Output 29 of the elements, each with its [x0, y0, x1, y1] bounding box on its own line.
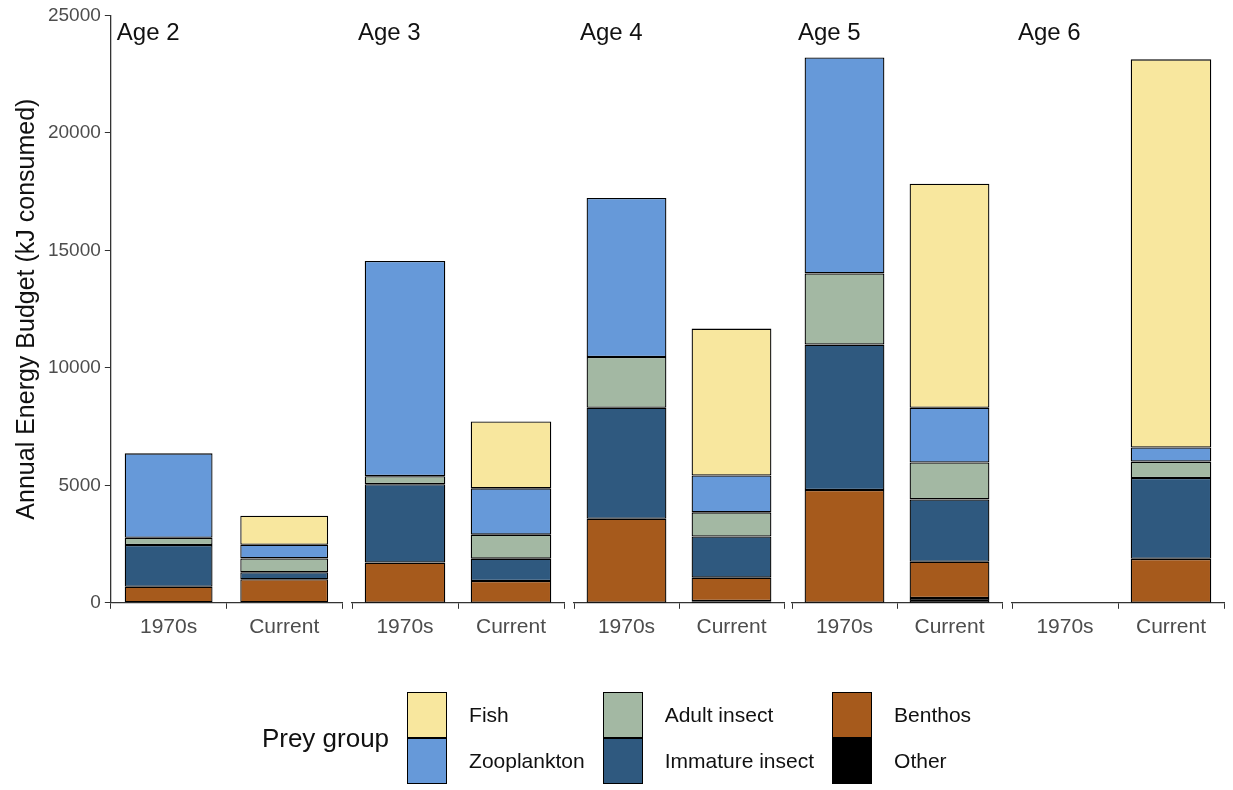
legend-label: Zooplankton — [469, 749, 585, 773]
x-tick-label: Current — [475, 614, 547, 638]
x-tick-label: 1970s — [376, 614, 434, 638]
x-tick-label: 1970s — [1036, 614, 1094, 638]
legend-label: Adult insect — [664, 703, 774, 727]
x-tick-label: 1970s — [815, 614, 874, 638]
x-tick-label: 1970s — [140, 614, 198, 638]
x-tick-label: Current — [249, 614, 320, 638]
y-tick-label: 25000 — [47, 3, 101, 25]
y-tick-label: 0 — [90, 591, 101, 613]
chart-title: Age 2 — [116, 18, 180, 46]
chart-title: Age 5 — [798, 18, 861, 46]
x-tick-label: Current — [914, 614, 985, 638]
y-tick-label: 5000 — [58, 473, 101, 495]
legend-label: Fish — [469, 703, 509, 727]
chart-title: Age 3 — [358, 18, 421, 46]
y-tick-label: 15000 — [47, 238, 101, 260]
legend-label: Other — [894, 749, 947, 773]
legend-title: Prey group — [261, 722, 390, 754]
legend-label: Benthos — [894, 703, 972, 727]
chart-title: Age 6 — [1018, 18, 1081, 46]
y-axis-title: Annual Energy Budget (kJ consumed) — [10, 98, 39, 520]
x-tick-label: 1970s — [597, 614, 656, 638]
chart-title: Age 4 — [580, 18, 643, 46]
x-tick-label: Current — [696, 614, 767, 638]
legend-label: Immature insect — [664, 749, 815, 773]
y-tick-label: 10000 — [47, 356, 101, 378]
y-tick-label: 20000 — [47, 121, 101, 143]
x-tick-label: Current — [1135, 614, 1207, 638]
